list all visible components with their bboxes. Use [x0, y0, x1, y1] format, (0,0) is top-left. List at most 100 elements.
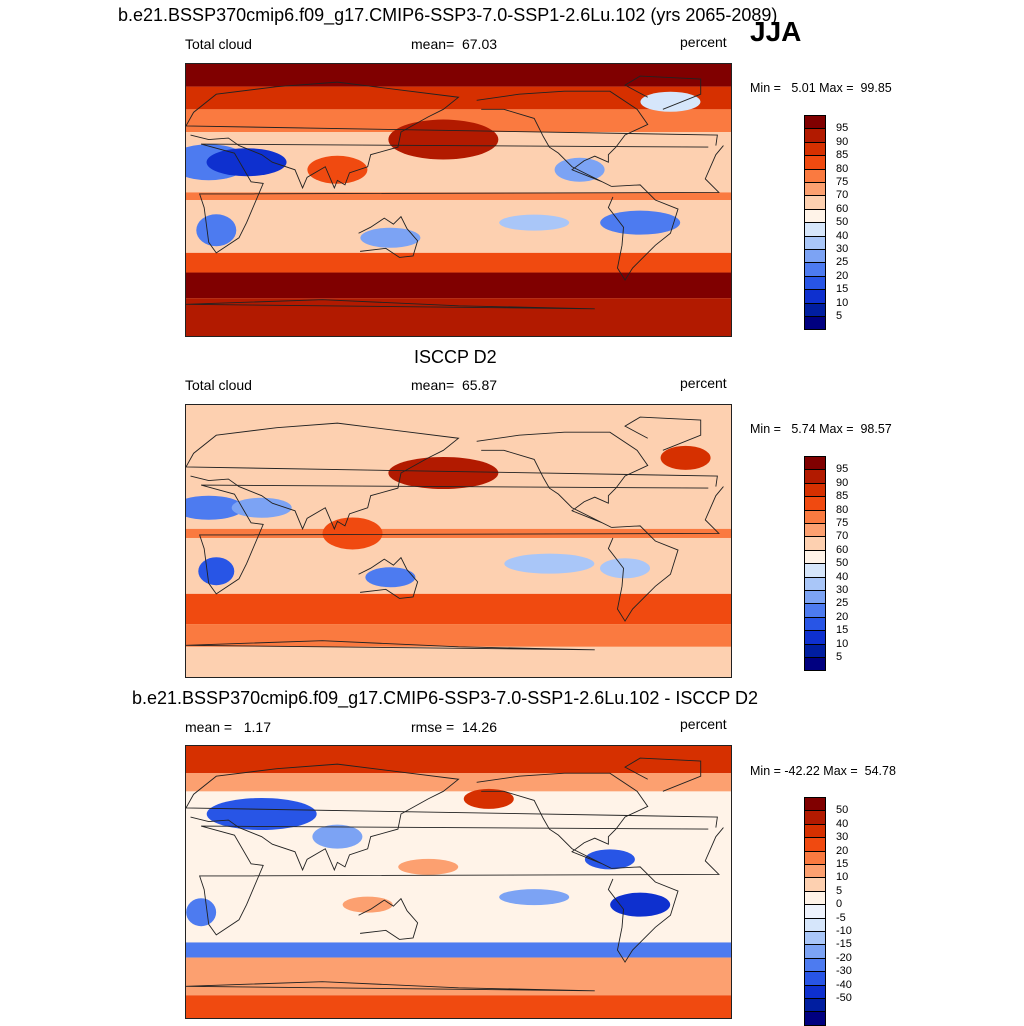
- colorbar-swatch: [804, 222, 826, 237]
- panel2-variable-label: Total cloud: [185, 377, 252, 393]
- panel1-minmax: Min = 5.01 Max = 99.85: [750, 81, 892, 95]
- colorbar-tick-label: 30: [836, 243, 849, 255]
- colorbar-swatch: [804, 262, 826, 277]
- colorbar-swatch: [804, 208, 826, 224]
- panel2-units-label: percent: [680, 375, 727, 391]
- colorbar-tick-label: 75: [836, 176, 849, 188]
- colorbar-swatch: [804, 509, 826, 524]
- colorbar-tick-label: -50: [836, 992, 852, 1004]
- colorbar-tick-label: 25: [836, 597, 849, 610]
- colorbar-tick-label: 70: [836, 189, 849, 202]
- colorbar-swatch: [804, 837, 826, 852]
- colorbar-tick-label: 80: [836, 162, 849, 175]
- colorbar-swatch: [804, 890, 826, 906]
- colorbar-swatch: [804, 643, 826, 658]
- colorbar-tick-label: 0: [836, 898, 843, 911]
- season-label: JJA: [750, 16, 802, 47]
- panel1-variable-label: Total cloud: [185, 36, 252, 52]
- colorbar-tick-label: 40: [836, 570, 849, 583]
- colorbar-swatch: [804, 182, 826, 197]
- colorbar-tick-label: 90: [836, 135, 849, 148]
- panel3-mean-label: mean = 1.17: [185, 719, 272, 735]
- colorbar-swatch: [804, 523, 826, 538]
- colorbar-swatch: [804, 155, 826, 170]
- colorbar-tick-label: 40: [836, 229, 849, 242]
- colorbar-tick-label: 30: [836, 831, 849, 844]
- panel3-title: b.e21.BSSP370cmip6.f09_g17.CMIP6-SSP3-7.…: [132, 688, 759, 708]
- colorbar-tick-label: 85: [836, 490, 849, 503]
- colorbar-tick-label: 10: [836, 296, 849, 309]
- colorbar-swatch: [804, 549, 826, 565]
- colorbar-tick-label: 15: [836, 624, 849, 637]
- colorbar-tick-label: 5: [836, 310, 843, 322]
- colorbar-swatch: [804, 456, 826, 471]
- colorbar-tick-label: 50: [836, 216, 849, 229]
- colorbar-swatch: [804, 289, 826, 304]
- colorbar-tick-label: 10: [836, 871, 849, 884]
- colorbar-tick-label: 60: [836, 543, 849, 556]
- colorbar-swatch: [804, 864, 826, 879]
- colorbar-swatch: [804, 603, 826, 618]
- colorbar-swatch: [804, 141, 826, 157]
- colorbar-swatch: [804, 957, 826, 973]
- colorbar-swatch: [804, 316, 826, 331]
- colorbar-tick-label: -20: [836, 951, 852, 964]
- colorbar-swatch: [804, 823, 826, 839]
- colorbar-tick-label: 95: [836, 122, 849, 135]
- colorbar-tick-label: -10: [836, 925, 852, 937]
- colorbar-tick-label: 5: [836, 884, 843, 897]
- colorbar-tick-label: 15: [836, 283, 849, 296]
- colorbar-swatch: [804, 590, 826, 605]
- colorbar-tick-label: 20: [836, 844, 849, 857]
- panel1-mean-label: mean= 67.03: [411, 36, 498, 52]
- colorbar-tick-label: 15: [836, 858, 849, 870]
- colorbar-swatch: [804, 944, 826, 959]
- colorbar-tick-label: 85: [836, 149, 849, 162]
- colorbar-swatch: [804, 302, 826, 317]
- colorbar-swatch: [804, 168, 826, 183]
- figure-title: b.e21.BSSP370cmip6.f09_g17.CMIP6-SSP3-7.…: [118, 5, 778, 25]
- colorbar-swatch: [804, 496, 826, 511]
- colorbar-tick-label: 20: [836, 610, 849, 623]
- panel3-colorbar: 50 40 30 20 15 10 5 0 -5 -10 -15 -20 -30 -40 -50: [804, 797, 864, 1026]
- colorbar-swatch: [804, 616, 826, 632]
- panel1-units-label: percent: [680, 34, 727, 50]
- colorbar-swatch: [804, 275, 826, 291]
- colorbar-swatch: [804, 563, 826, 578]
- colorbar-tick-label: -15: [836, 938, 852, 951]
- panel1-colorbar: 95 90 85 80 75 70 60 50 40 30 25 20 15 10 5: [804, 115, 864, 331]
- colorbar-swatch: [804, 469, 826, 484]
- panel2-map-observed: [185, 404, 732, 678]
- colorbar-swatch: [804, 128, 826, 143]
- colorbar-swatch: [804, 249, 826, 264]
- colorbar-swatch: [804, 195, 826, 210]
- colorbar-swatch: [804, 536, 826, 551]
- colorbar-swatch: [804, 850, 826, 865]
- colorbar-tick-label: 95: [836, 463, 849, 476]
- colorbar-tick-label: 20: [836, 269, 849, 282]
- colorbar-tick-label: 50: [836, 804, 849, 817]
- colorbar-swatch: [804, 877, 826, 892]
- colorbar-swatch: [804, 115, 826, 130]
- colorbar-tick-label: 60: [836, 202, 849, 215]
- colorbar-tick-label: 40: [836, 817, 849, 830]
- colorbar-tick-label: 5: [836, 651, 843, 663]
- panel3-map-difference: [185, 745, 732, 1019]
- colorbar-swatch: [804, 917, 826, 932]
- colorbar-swatch: [804, 482, 826, 498]
- colorbar-tick-label: -40: [836, 978, 852, 991]
- colorbar-swatch: [804, 810, 826, 825]
- colorbar-swatch: [804, 235, 826, 250]
- colorbar-swatch: [804, 904, 826, 919]
- colorbar-swatch: [804, 797, 826, 812]
- colorbar-swatch: [804, 931, 826, 946]
- colorbar-swatch: [804, 998, 826, 1013]
- colorbar-swatch: [804, 576, 826, 591]
- colorbar-tick-label: 80: [836, 503, 849, 516]
- colorbar-tick-label: 25: [836, 256, 849, 269]
- panel3-units-label: percent: [680, 716, 727, 732]
- panel2-title: ISCCP D2: [414, 347, 497, 367]
- colorbar-tick-label: 30: [836, 584, 849, 596]
- panel2-colorbar: 95 90 85 80 75 70 60 50 40 30 25 20 15 10 5: [804, 456, 864, 672]
- panel2-mean-label: mean= 65.87: [411, 377, 498, 393]
